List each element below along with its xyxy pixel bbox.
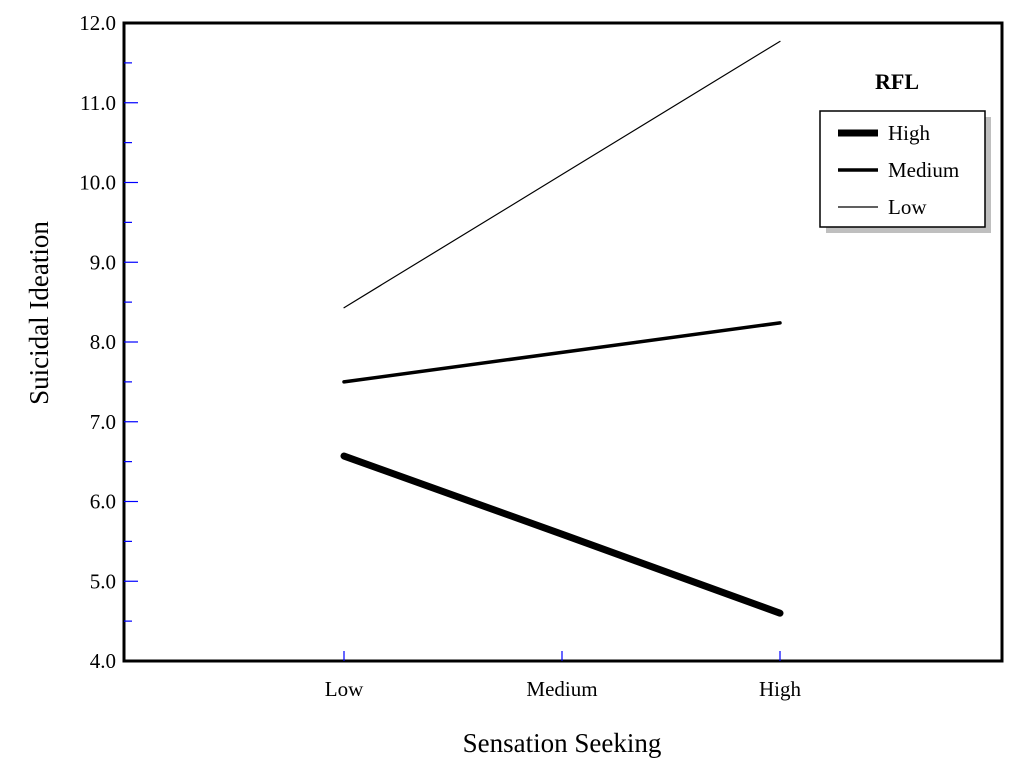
x-tick-label: Low: [325, 677, 364, 701]
y-tick-label: 6.0: [90, 490, 116, 514]
y-tick-label: 7.0: [90, 410, 116, 434]
legend-label-low: Low: [888, 195, 927, 219]
legend-title: RFL: [875, 69, 919, 94]
axis-ticks: [124, 62, 781, 661]
x-tick-label: High: [759, 677, 802, 701]
y-tick-label: 5.0: [90, 569, 116, 593]
y-axis-title: Suicidal Ideation: [24, 221, 54, 405]
x-tick-label: Medium: [526, 677, 597, 701]
y-tick-label: 8.0: [90, 330, 116, 354]
x-axis-title: Sensation Seeking: [463, 728, 662, 758]
legend-label-high: High: [888, 121, 931, 145]
legend: High Medium Low: [819, 110, 991, 233]
y-tick-label: 4.0: [90, 649, 116, 673]
y-tick-label: 10.0: [79, 171, 116, 195]
series-lines: [340, 40, 784, 617]
series-line-high: [340, 452, 784, 617]
tick-labels: 4.0 5.0 6.0 7.0 8.0 9.0 10.0 11.0 12.0 Low Medium H…: [79, 11, 801, 701]
legend-items: High Medium Low: [838, 121, 959, 219]
y-tick-label: 11.0: [80, 91, 116, 115]
series-line-low: [343, 40, 781, 309]
legend-label-medium: Medium: [888, 158, 959, 182]
series-line-medium: [342, 321, 782, 384]
y-tick-label: 9.0: [90, 250, 116, 274]
y-tick-label: 12.0: [79, 11, 116, 35]
